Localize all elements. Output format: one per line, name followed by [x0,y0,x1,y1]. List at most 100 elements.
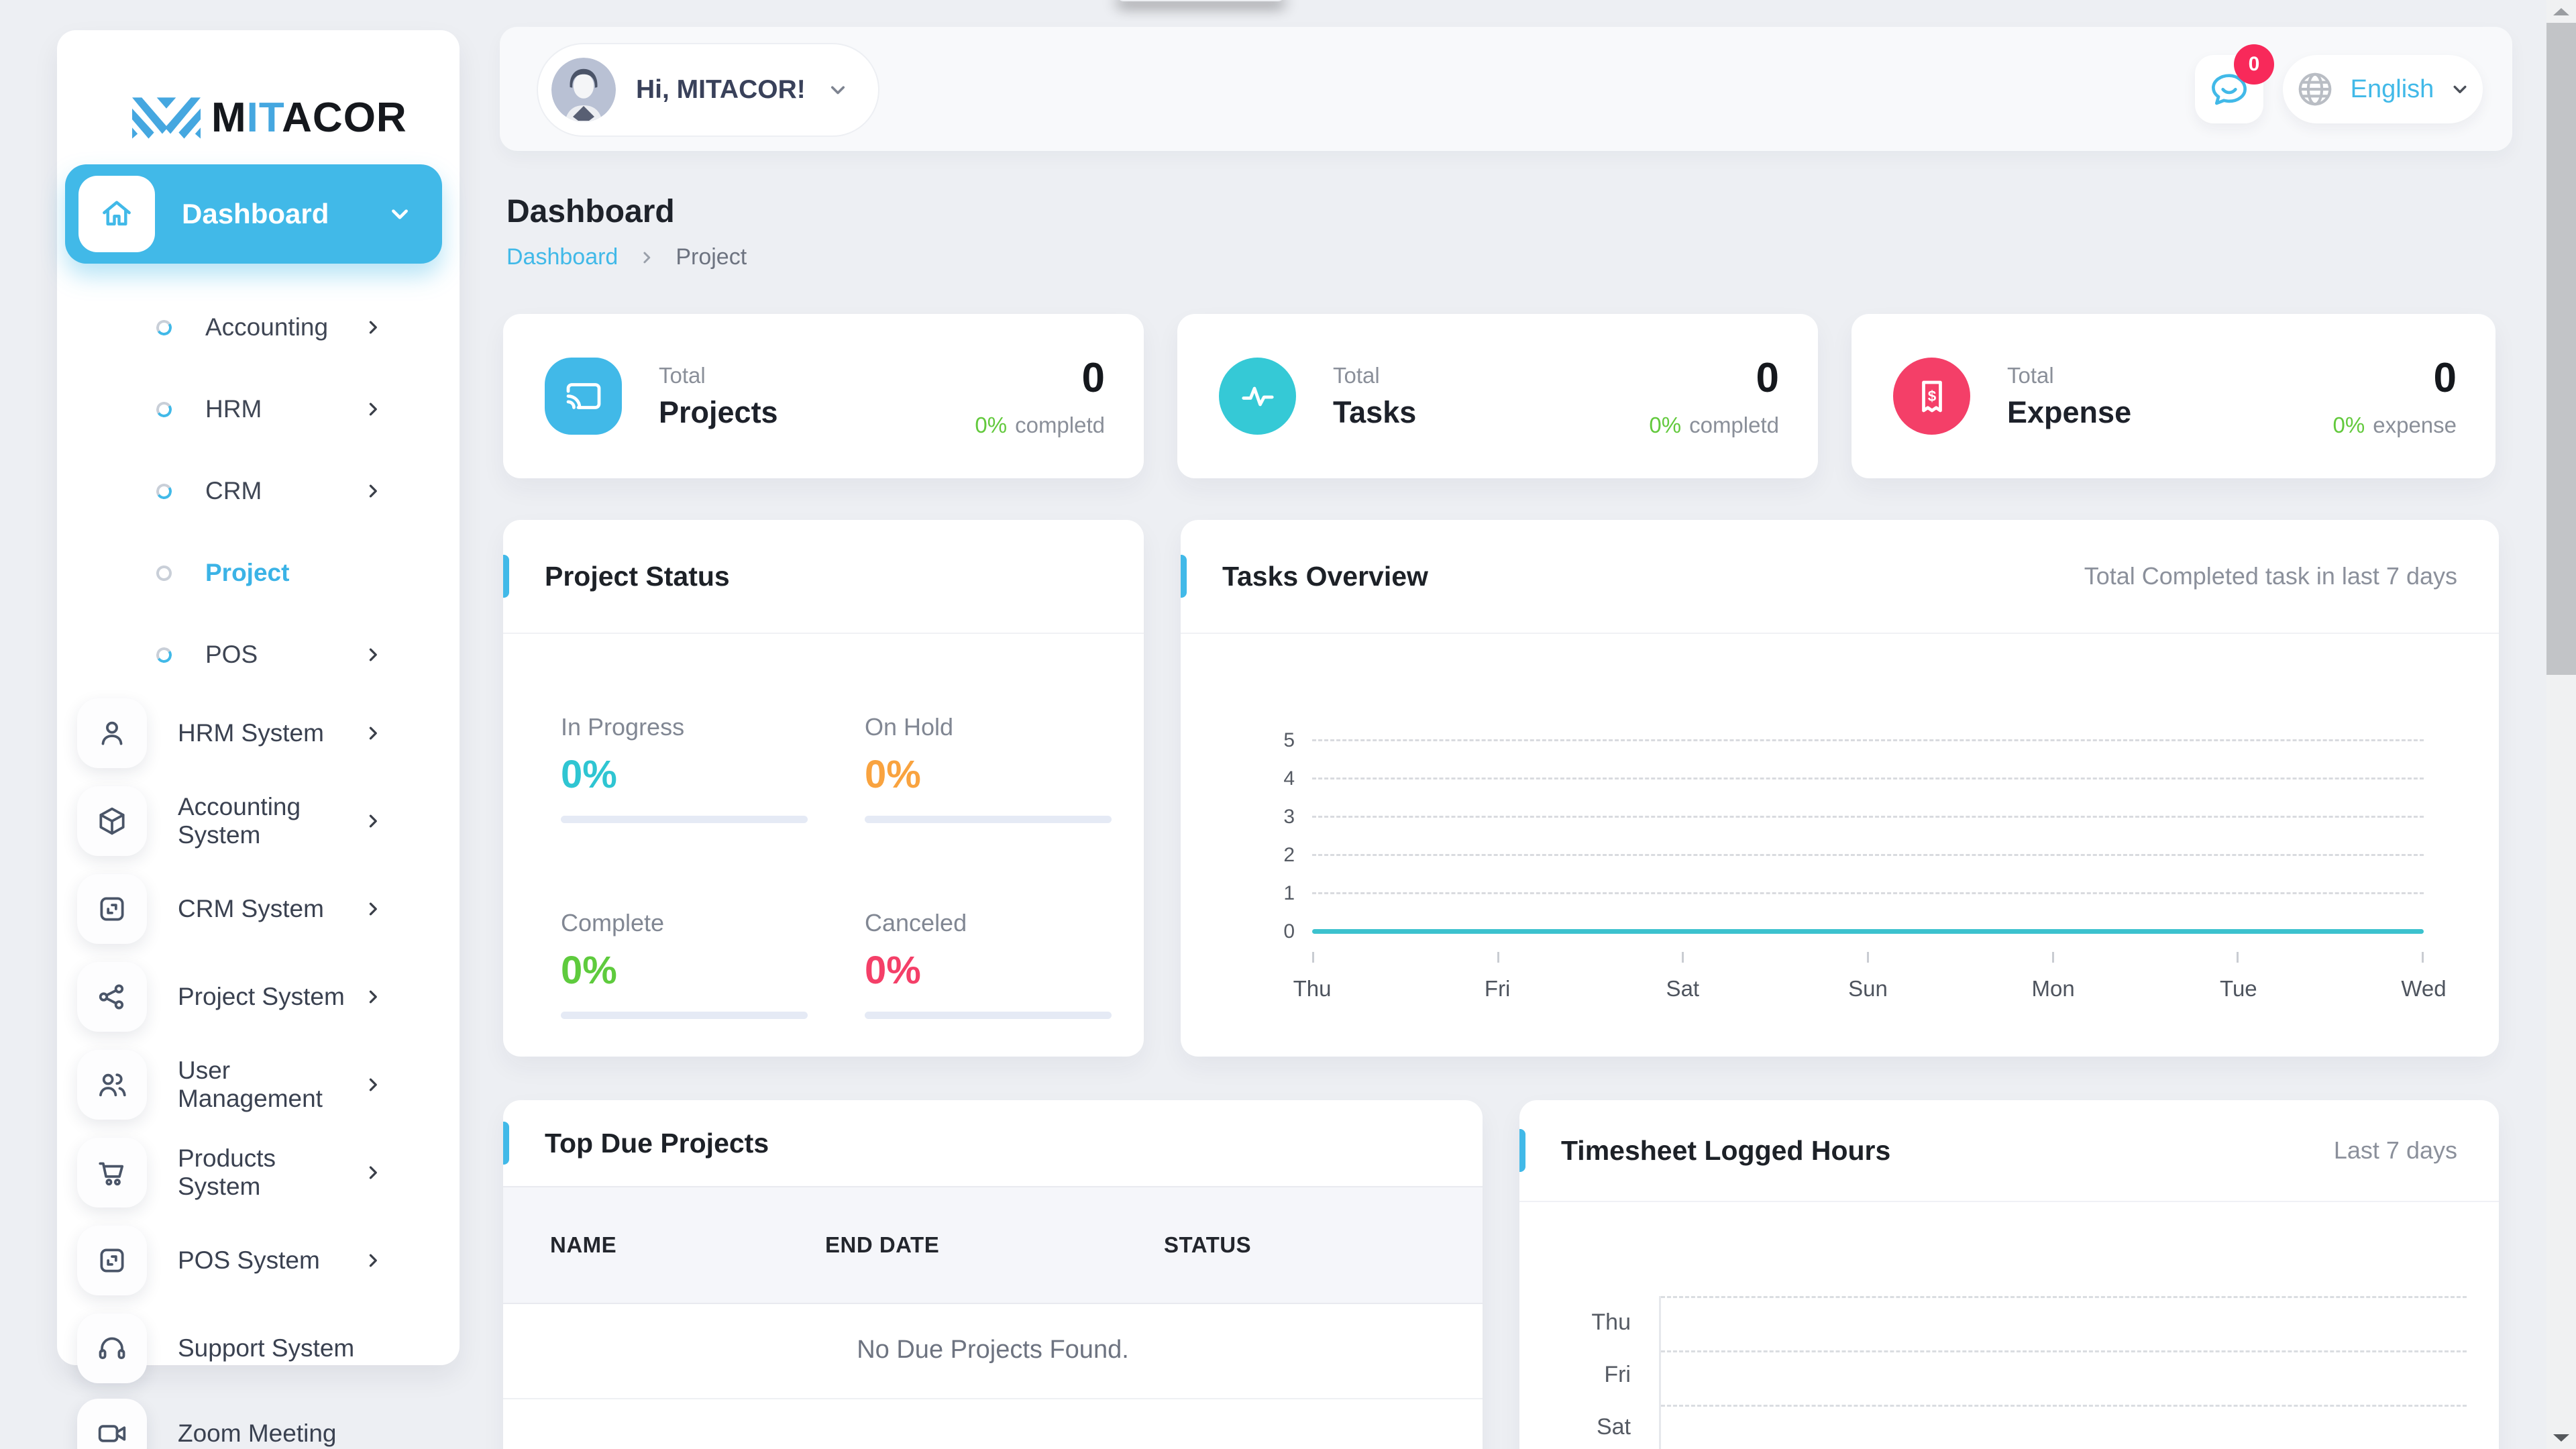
scrollbar[interactable] [2546,0,2576,1449]
stat-value: 0 [2433,355,2457,401]
avatar [551,58,616,122]
chevron-right-icon [362,722,384,745]
x-axis-tick-label: Tue [2220,976,2257,1001]
sidebar-systems-menu: HRM System Accounting System CRM System Pro… [57,689,460,1392]
chevron-down-icon [2449,78,2471,101]
sidebar-item-user-management[interactable]: User Management [57,1040,460,1128]
sidebar-subitem-label: HRM [205,395,262,423]
sidebar-subitem-crm[interactable]: CRM [57,450,460,532]
activity-icon [1219,358,1296,435]
sidebar-item-support-system[interactable]: Support System [57,1304,460,1392]
sidebar-item-crm-system[interactable]: CRM System [57,865,460,953]
progress-bar [561,816,808,823]
chevron-right-icon [362,643,384,666]
bullet-icon [154,645,174,664]
project-status-title: Project Status [545,560,730,592]
chart-gridline-row: 3 [1256,798,2424,836]
sidebar-item-label: HRM System [178,718,324,747]
home-icon [78,176,155,252]
scrollbar-up-arrow[interactable] [2546,0,2576,23]
chevron-right-icon [362,810,384,833]
sidebar-item-label: Project System [178,982,345,1010]
progress-bar [865,816,1112,823]
brand-logo-text: MITACOR [211,94,407,141]
stat-value: 0 [1756,355,1779,401]
user-icon [77,698,147,768]
sidebar-item-label: Products System [178,1144,276,1200]
breadcrumb-link-dashboard[interactable]: Dashboard [506,244,619,270]
status-item-in-progress: In Progress 0% [561,713,865,823]
sidebar-item-products-system[interactable]: Products System [57,1128,460,1216]
users-icon [77,1049,147,1120]
top-shadow-artifact [1117,0,1285,1]
status-label: Complete [561,909,665,936]
stat-card-expense: $ Total Expense 0 0% expense [1851,314,2496,478]
status-label: On Hold [865,713,954,741]
stat-label-top: Total [659,362,706,388]
sidebar-subitem-hrm[interactable]: HRM [57,368,460,450]
chart-gridline-row: 4 [1256,759,2424,798]
globe-icon [2294,68,2336,110]
card-accent-bar [503,1122,509,1165]
project-status-grid: In Progress 0% On Hold 0% Complete 0% Canceled… [503,634,1144,1019]
sidebar-item-project-system[interactable]: Project System [57,953,460,1040]
scrollbar-thumb[interactable] [2546,23,2576,675]
stat-subtext: 0% completd [1649,413,1779,437]
share-icon [77,961,147,1032]
table-column-header: NAME [550,1232,617,1257]
sidebar-subitem-accounting[interactable]: Accounting [57,286,460,368]
chevron-right-icon [637,248,657,268]
x-axis-tick-label: Fri [1484,976,1511,1001]
chart-gridline-row: 5 [1256,721,2424,759]
bullet-icon [154,564,174,582]
status-label: Canceled [865,909,967,936]
x-axis-labels: Thu Fri Sat Sun Mon Tue Wed [1293,976,2447,1016]
status-value: 0% [561,753,617,796]
stat-card-tasks: Total Tasks 0 0% completd [1177,314,1818,478]
sidebar-item-hrm-system[interactable]: HRM System [57,689,460,777]
y-axis-tick-label: Thu [1591,1309,1631,1335]
sidebar-item-partial[interactable]: Zoom Meeting [57,1399,480,1449]
cart-icon [77,1137,147,1208]
status-value: 0% [561,949,617,992]
dashboard-submenu: Accounting HRM CRM Project POS [57,286,460,696]
sidebar-item-dashboard[interactable]: Dashboard [65,164,442,264]
sidebar-item-accounting-system[interactable]: Accounting System [57,777,460,865]
sidebar-subitem-project[interactable]: Project [57,532,460,614]
user-menu[interactable]: Hi, MITACOR! [537,43,879,137]
y-axis-tick-label: 1 [1283,881,1295,904]
stat-subtext: 0% completd [975,413,1105,437]
language-selector[interactable]: English [2283,55,2483,123]
bullet-icon [154,482,174,500]
breadcrumb: Dashboard Project [506,244,747,270]
tasks-overview-chart: 5 4 3 2 1 0 Thu Fri Sat Sun Mon Tue Wed [1256,721,2447,1016]
progress-bar [561,1012,808,1019]
chevron-right-icon [362,316,384,339]
status-item-canceled: Canceled 0% [865,909,1144,1019]
card-accent-bar [1181,555,1187,598]
cube-icon [77,786,147,856]
x-axis-tick-label: Mon [2031,976,2075,1001]
status-label: In Progress [561,713,685,741]
scrollbar-down-arrow[interactable] [2546,1426,2576,1449]
language-label: English [2350,74,2434,103]
greeting-text: Hi, MITACOR! [636,75,806,104]
sidebar-subitem-label: Accounting [205,313,329,341]
top-due-projects-title: Top Due Projects [545,1127,769,1159]
brand-logo[interactable]: MITACOR [132,92,407,143]
sidebar-item-pos-system[interactable]: POS System [57,1216,460,1304]
chevron-right-icon [362,480,384,502]
chat-badge: 0 [2234,44,2274,85]
status-item-complete: Complete 0% [561,909,865,1019]
cast-icon [545,358,622,435]
breadcrumb-current: Project [676,244,747,270]
stat-label-name: Projects [659,394,778,429]
sidebar-item-label: Zoom Meeting [178,1419,337,1447]
sidebar-subitem-pos[interactable]: POS [57,614,460,696]
chat-button[interactable]: 0 [2195,44,2274,123]
stat-value: 0 [1081,355,1105,401]
gridline [1312,892,2424,894]
sidebar-dashboard-label: Dashboard [182,198,329,229]
y-axis-tick-label: 2 [1283,843,1295,866]
